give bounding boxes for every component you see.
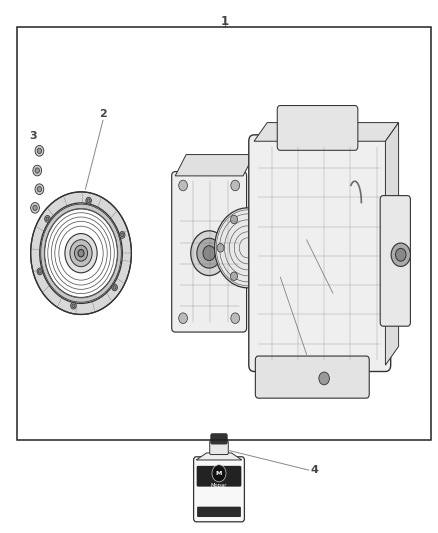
Circle shape xyxy=(212,465,226,482)
FancyBboxPatch shape xyxy=(380,196,410,326)
FancyBboxPatch shape xyxy=(277,106,358,150)
Circle shape xyxy=(72,304,75,308)
Circle shape xyxy=(231,180,240,191)
Circle shape xyxy=(197,238,221,268)
Circle shape xyxy=(65,233,97,273)
Circle shape xyxy=(258,272,265,280)
Circle shape xyxy=(33,165,42,176)
Circle shape xyxy=(87,199,90,203)
Circle shape xyxy=(231,313,240,324)
Circle shape xyxy=(37,148,42,154)
FancyBboxPatch shape xyxy=(211,434,227,444)
Bar xyxy=(17,27,431,440)
Circle shape xyxy=(121,233,124,237)
Circle shape xyxy=(230,215,237,224)
Text: 3: 3 xyxy=(29,131,37,141)
Circle shape xyxy=(74,245,88,261)
FancyBboxPatch shape xyxy=(197,507,241,517)
Circle shape xyxy=(86,197,92,204)
Text: 4: 4 xyxy=(311,465,319,475)
Circle shape xyxy=(45,215,50,222)
Circle shape xyxy=(120,231,125,238)
Circle shape xyxy=(31,203,39,213)
Text: M: M xyxy=(216,471,222,476)
FancyBboxPatch shape xyxy=(255,356,369,398)
Circle shape xyxy=(112,284,117,291)
Circle shape xyxy=(217,244,224,252)
Wedge shape xyxy=(41,204,121,302)
FancyBboxPatch shape xyxy=(194,457,244,522)
Circle shape xyxy=(179,313,187,324)
Circle shape xyxy=(46,217,49,221)
Circle shape xyxy=(35,146,44,156)
Circle shape xyxy=(70,240,92,266)
Circle shape xyxy=(113,286,116,289)
Circle shape xyxy=(396,248,406,261)
FancyBboxPatch shape xyxy=(210,441,228,455)
Text: 2: 2 xyxy=(99,109,107,119)
Circle shape xyxy=(191,231,228,276)
Circle shape xyxy=(35,168,39,173)
Text: 1: 1 xyxy=(221,15,229,28)
Circle shape xyxy=(230,272,237,280)
Wedge shape xyxy=(31,192,131,314)
Polygon shape xyxy=(196,453,242,460)
Circle shape xyxy=(271,244,278,252)
Circle shape xyxy=(71,302,76,309)
FancyBboxPatch shape xyxy=(172,172,247,332)
Circle shape xyxy=(319,372,329,385)
Circle shape xyxy=(37,268,42,275)
FancyBboxPatch shape xyxy=(249,135,391,372)
Circle shape xyxy=(35,184,44,195)
Circle shape xyxy=(33,205,37,211)
Circle shape xyxy=(391,243,410,266)
FancyBboxPatch shape xyxy=(197,466,241,487)
Polygon shape xyxy=(385,123,399,365)
Text: Mopar: Mopar xyxy=(211,482,227,488)
Circle shape xyxy=(78,249,84,257)
Circle shape xyxy=(39,270,41,273)
Circle shape xyxy=(37,187,42,192)
Circle shape xyxy=(179,180,187,191)
Polygon shape xyxy=(175,155,254,176)
Circle shape xyxy=(215,208,280,288)
Polygon shape xyxy=(254,123,399,141)
Circle shape xyxy=(203,246,215,261)
Circle shape xyxy=(258,215,265,224)
